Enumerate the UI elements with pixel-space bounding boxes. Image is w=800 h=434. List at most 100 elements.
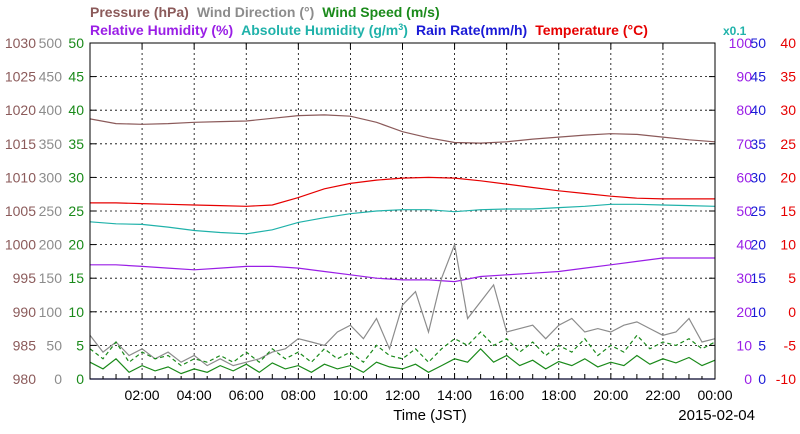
left-tick-label: 0 (54, 371, 62, 387)
right-tick-label: 5 (788, 270, 796, 286)
left-tick-label: 995 (13, 270, 37, 286)
left-tick-label: 45 (68, 69, 84, 85)
legend-pressure: Pressure (hPa) (90, 4, 189, 20)
right-tick-label: 50 (736, 203, 752, 219)
x-axis-label: Time (JST) (393, 407, 467, 424)
right-tick-label: 40 (736, 237, 752, 253)
right-tick-label: 10 (736, 337, 752, 353)
right-tick-label: 40 (780, 35, 796, 51)
series-layer (89, 114, 716, 380)
legend-absolute-humidity: Absolute Humidity (g/m3) (241, 22, 408, 38)
x-tick-label: 00:00 (697, 387, 732, 403)
right-tick-label: 100 (729, 35, 753, 51)
left-tick-label: 10 (68, 304, 84, 320)
left-tick-label: 400 (39, 102, 63, 118)
right-tick-label: -5 (784, 337, 797, 353)
right-tick-label: 25 (780, 136, 796, 152)
right-tick-label: -10 (776, 371, 796, 387)
right-tick-label: 25 (750, 203, 766, 219)
left-tick-label: 350 (39, 136, 63, 152)
series-line-wind-speed-gust (89, 331, 716, 367)
series-line-relative-humidity (90, 257, 715, 283)
right-tick-label: 15 (780, 203, 796, 219)
left-tick-label: 15 (68, 270, 84, 286)
legend-rain-rate: Rain Rate(mm/h) (416, 22, 527, 38)
x-tick-label: 12:00 (385, 387, 420, 403)
right-tick-label: 5 (758, 337, 766, 353)
left-tick-label: 100 (39, 304, 63, 320)
legend-wind-speed: Wind Speed (m/s) (322, 4, 439, 20)
x-tick-label: 14:00 (437, 387, 472, 403)
right-tick-label: 0 (758, 371, 766, 387)
left-tick-label: 1030 (5, 35, 36, 51)
x-tick-label: 10:00 (333, 387, 368, 403)
left-tick-label: 980 (13, 371, 37, 387)
right-tick-label: 60 (736, 169, 752, 185)
left-tick-label: 450 (39, 69, 63, 85)
left-tick-label: 1025 (5, 69, 36, 85)
left-tick-label: 300 (39, 169, 63, 185)
x-tick-label: 06:00 (229, 387, 264, 403)
right-tick-label: 20 (736, 304, 752, 320)
left-tick-label: 1005 (5, 203, 36, 219)
left-tick-label: 1015 (5, 136, 36, 152)
x-tick-label: 18:00 (541, 387, 576, 403)
right-tick-label: 70 (736, 136, 752, 152)
left-tick-label: 50 (68, 35, 84, 51)
right-tick-label: 30 (736, 270, 752, 286)
right-tick-label: 45 (750, 69, 766, 85)
x-tick-label: 16:00 (489, 387, 524, 403)
x-tick-label: 20:00 (593, 387, 628, 403)
series-line-absolute-humidity-x0-1 (89, 203, 716, 235)
x-tick-label: 02:00 (125, 387, 160, 403)
left-tick-label: 1000 (5, 237, 36, 253)
right-tick-label: 30 (750, 169, 766, 185)
right-tick-label: 35 (780, 69, 796, 85)
left-tick-label: 250 (39, 203, 63, 219)
legend: Pressure (hPa) Wind Direction (°) Wind Spe… (90, 4, 747, 38)
left-tick-label: 25 (68, 203, 84, 219)
left-tick-label: 50 (46, 337, 62, 353)
right-tick-label: 10 (750, 304, 766, 320)
series-line-temperature (90, 176, 715, 207)
left-tick-label: 40 (68, 102, 84, 118)
left-tick-label: 30 (68, 169, 84, 185)
series-line-wind-direction (89, 242, 716, 367)
grid (90, 43, 715, 379)
legend-relative-humidity: Relative Humidity (%) (90, 22, 233, 38)
right-tick-label: 40 (750, 102, 766, 118)
left-tick-label: 150 (39, 270, 63, 286)
date-label: 2015-02-04 (678, 407, 755, 424)
left-tick-label: 990 (13, 304, 37, 320)
left-tick-label: 500 (39, 35, 63, 51)
right-tick-label: 80 (736, 102, 752, 118)
left-tick-label: 200 (39, 237, 63, 253)
left-tick-label: 20 (68, 237, 84, 253)
x-tick-label: 08:00 (281, 387, 316, 403)
left-tick-label: 1020 (5, 102, 36, 118)
series-line-pressure (89, 114, 716, 144)
right-tick-label: 20 (750, 237, 766, 253)
left-tick-label: 1010 (5, 169, 36, 185)
x-tick-label: 04:00 (177, 387, 212, 403)
series-line-wind-speed (89, 347, 716, 375)
left-tick-label: 35 (68, 136, 84, 152)
right-tick-label: 90 (736, 69, 752, 85)
x-tick-label: 22:00 (645, 387, 680, 403)
right-tick-label: 10 (780, 237, 796, 253)
left-tick-label: 985 (13, 337, 37, 353)
left-tick-label: 5 (76, 337, 84, 353)
legend-wind-direction: Wind Direction (°) (197, 4, 314, 20)
right-tick-label: 0 (744, 371, 752, 387)
right-tick-label: 15 (750, 270, 766, 286)
right-tick-label: 20 (780, 169, 796, 185)
axes: 9809859909951000100510101015102010251030… (5, 35, 796, 424)
right-tick-label: 30 (780, 102, 796, 118)
left-tick-label: 0 (76, 371, 84, 387)
legend-temperature: Temperature (°C) (535, 22, 648, 38)
right-tick-label: 35 (750, 136, 766, 152)
right-tick-label: 0 (788, 304, 796, 320)
multiplier-label: x0.1 (723, 24, 747, 38)
right-tick-label: 50 (750, 35, 766, 51)
